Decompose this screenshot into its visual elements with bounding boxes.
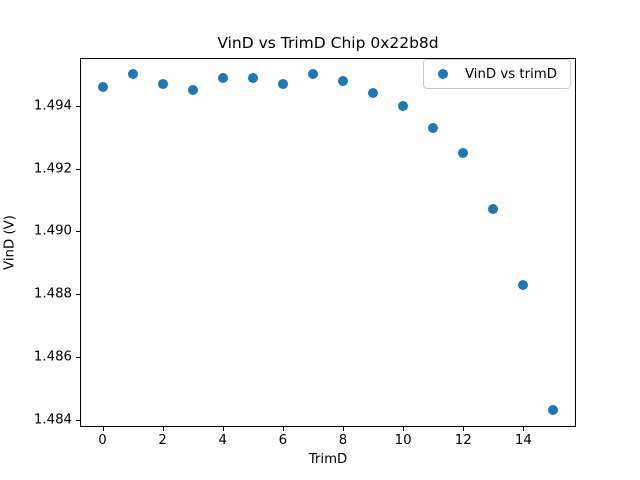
legend-marker-icon bbox=[438, 69, 448, 79]
x-tick-mark bbox=[282, 427, 284, 432]
scatter-point bbox=[518, 279, 529, 290]
y-tick-label: 1.494 bbox=[33, 98, 72, 114]
y-tick-mark bbox=[76, 294, 80, 296]
x-tick-mark bbox=[162, 427, 164, 432]
scatter-point bbox=[428, 122, 439, 133]
scatter-point bbox=[247, 72, 258, 83]
plot-area bbox=[80, 57, 576, 428]
scatter-point bbox=[277, 78, 288, 89]
x-tick-label: 12 bbox=[454, 433, 472, 449]
scatter-point bbox=[338, 75, 349, 86]
x-tick-label: 6 bbox=[278, 433, 288, 449]
scatter-point bbox=[217, 72, 228, 83]
scatter-point bbox=[127, 69, 138, 80]
y-tick-label: 1.492 bbox=[33, 161, 72, 177]
scatter-point bbox=[157, 78, 168, 89]
scatter-point bbox=[488, 204, 499, 215]
legend: VinD vs trimD bbox=[423, 59, 571, 89]
scatter-point bbox=[307, 69, 318, 80]
y-tick-mark bbox=[76, 357, 80, 359]
x-tick-label: 14 bbox=[514, 433, 532, 449]
y-tick-label: 1.484 bbox=[33, 412, 72, 428]
y-tick-label: 1.486 bbox=[33, 349, 72, 365]
legend-label: VinD vs trimD bbox=[465, 66, 557, 82]
x-tick-label: 4 bbox=[218, 433, 228, 449]
scatter-point bbox=[97, 81, 108, 92]
x-tick-label: 10 bbox=[394, 433, 412, 449]
x-tick-mark bbox=[523, 427, 525, 432]
y-axis-label: VinD (V) bbox=[2, 215, 18, 270]
scatter-point bbox=[458, 147, 469, 158]
x-axis-label: TrimD bbox=[308, 452, 348, 467]
y-tick-mark bbox=[76, 419, 80, 421]
y-tick-mark bbox=[76, 168, 80, 170]
x-tick-mark bbox=[222, 427, 224, 432]
y-tick-mark bbox=[76, 231, 80, 233]
x-tick-mark bbox=[463, 427, 465, 432]
scatter-point bbox=[187, 85, 198, 96]
x-tick-mark bbox=[403, 427, 405, 432]
x-tick-mark bbox=[343, 427, 345, 432]
x-tick-label: 8 bbox=[338, 433, 348, 449]
y-tick-mark bbox=[76, 105, 80, 107]
chart-title: VinD vs TrimD Chip 0x22b8d bbox=[217, 34, 439, 52]
y-tick-label: 1.490 bbox=[33, 223, 72, 239]
x-tick-label: 2 bbox=[158, 433, 167, 449]
y-tick-label: 1.488 bbox=[33, 286, 72, 302]
scatter-point bbox=[548, 405, 559, 416]
x-tick-label: 0 bbox=[98, 433, 107, 449]
x-tick-mark bbox=[102, 427, 104, 432]
scatter-point bbox=[398, 100, 409, 111]
scatter-point bbox=[368, 88, 379, 99]
